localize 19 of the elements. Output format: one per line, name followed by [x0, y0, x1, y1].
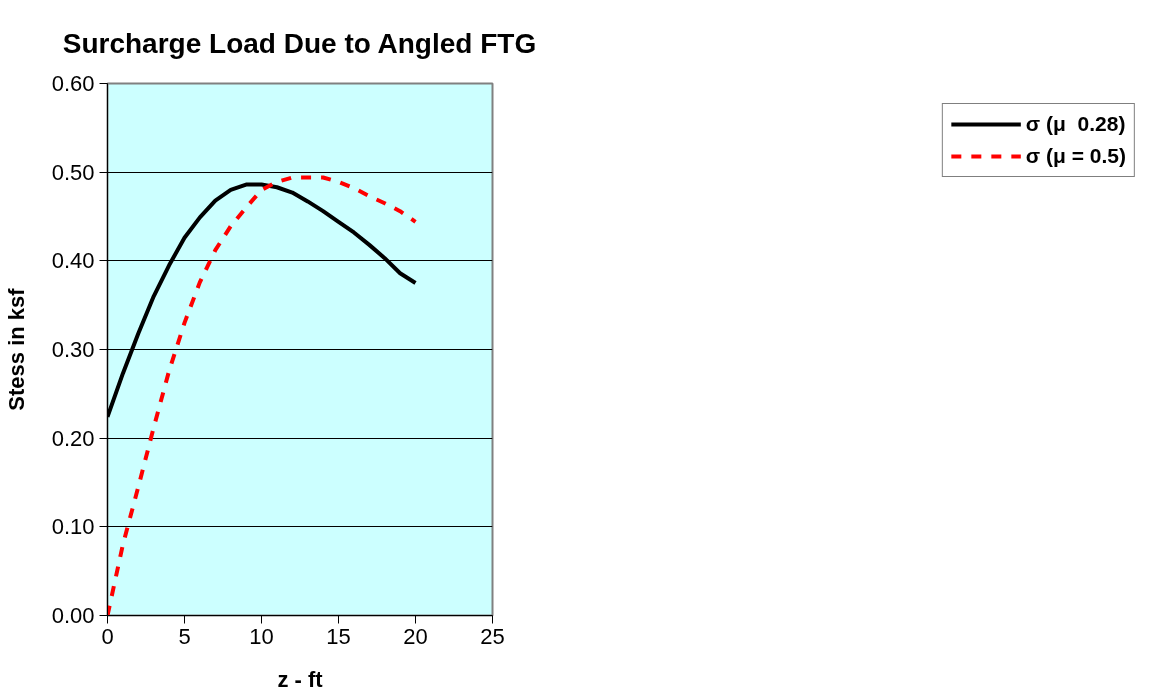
y-axis-title: Stess in ksf: [3, 287, 29, 411]
x-tick-label: 5: [178, 623, 191, 649]
y-tick-label: 0.10: [51, 514, 95, 540]
y-tick-label: 0.40: [51, 248, 95, 274]
legend-label: σ (μ = 0.5): [1025, 144, 1126, 168]
y-tick-label: 0.30: [51, 337, 95, 362]
line-series: [107, 175, 418, 616]
y-tick-label: 0.50: [51, 159, 95, 185]
y-tick-label: 0.60: [51, 71, 95, 96]
x-tick-label: 20: [403, 623, 428, 649]
legend-label: σ (μ 0.28): [1025, 112, 1126, 136]
x-tick-label: 10: [249, 623, 274, 649]
x-tick-label: 0: [101, 623, 114, 649]
x-tick-label: 25: [480, 623, 505, 649]
chart-title: Surcharge Load Due to Angled FTG: [62, 27, 537, 59]
y-tick-label: 0.00: [51, 603, 95, 628]
y-tick-label: 0.20: [51, 425, 95, 451]
x-tick-label: 15: [326, 623, 351, 649]
x-axis-title: z - ft: [277, 666, 324, 692]
